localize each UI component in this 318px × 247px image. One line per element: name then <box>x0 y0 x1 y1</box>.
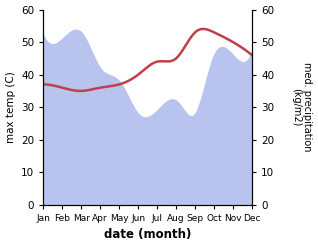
Y-axis label: med. precipitation
(kg/m2): med. precipitation (kg/m2) <box>291 62 313 152</box>
Y-axis label: max temp (C): max temp (C) <box>5 71 16 143</box>
X-axis label: date (month): date (month) <box>104 228 191 242</box>
